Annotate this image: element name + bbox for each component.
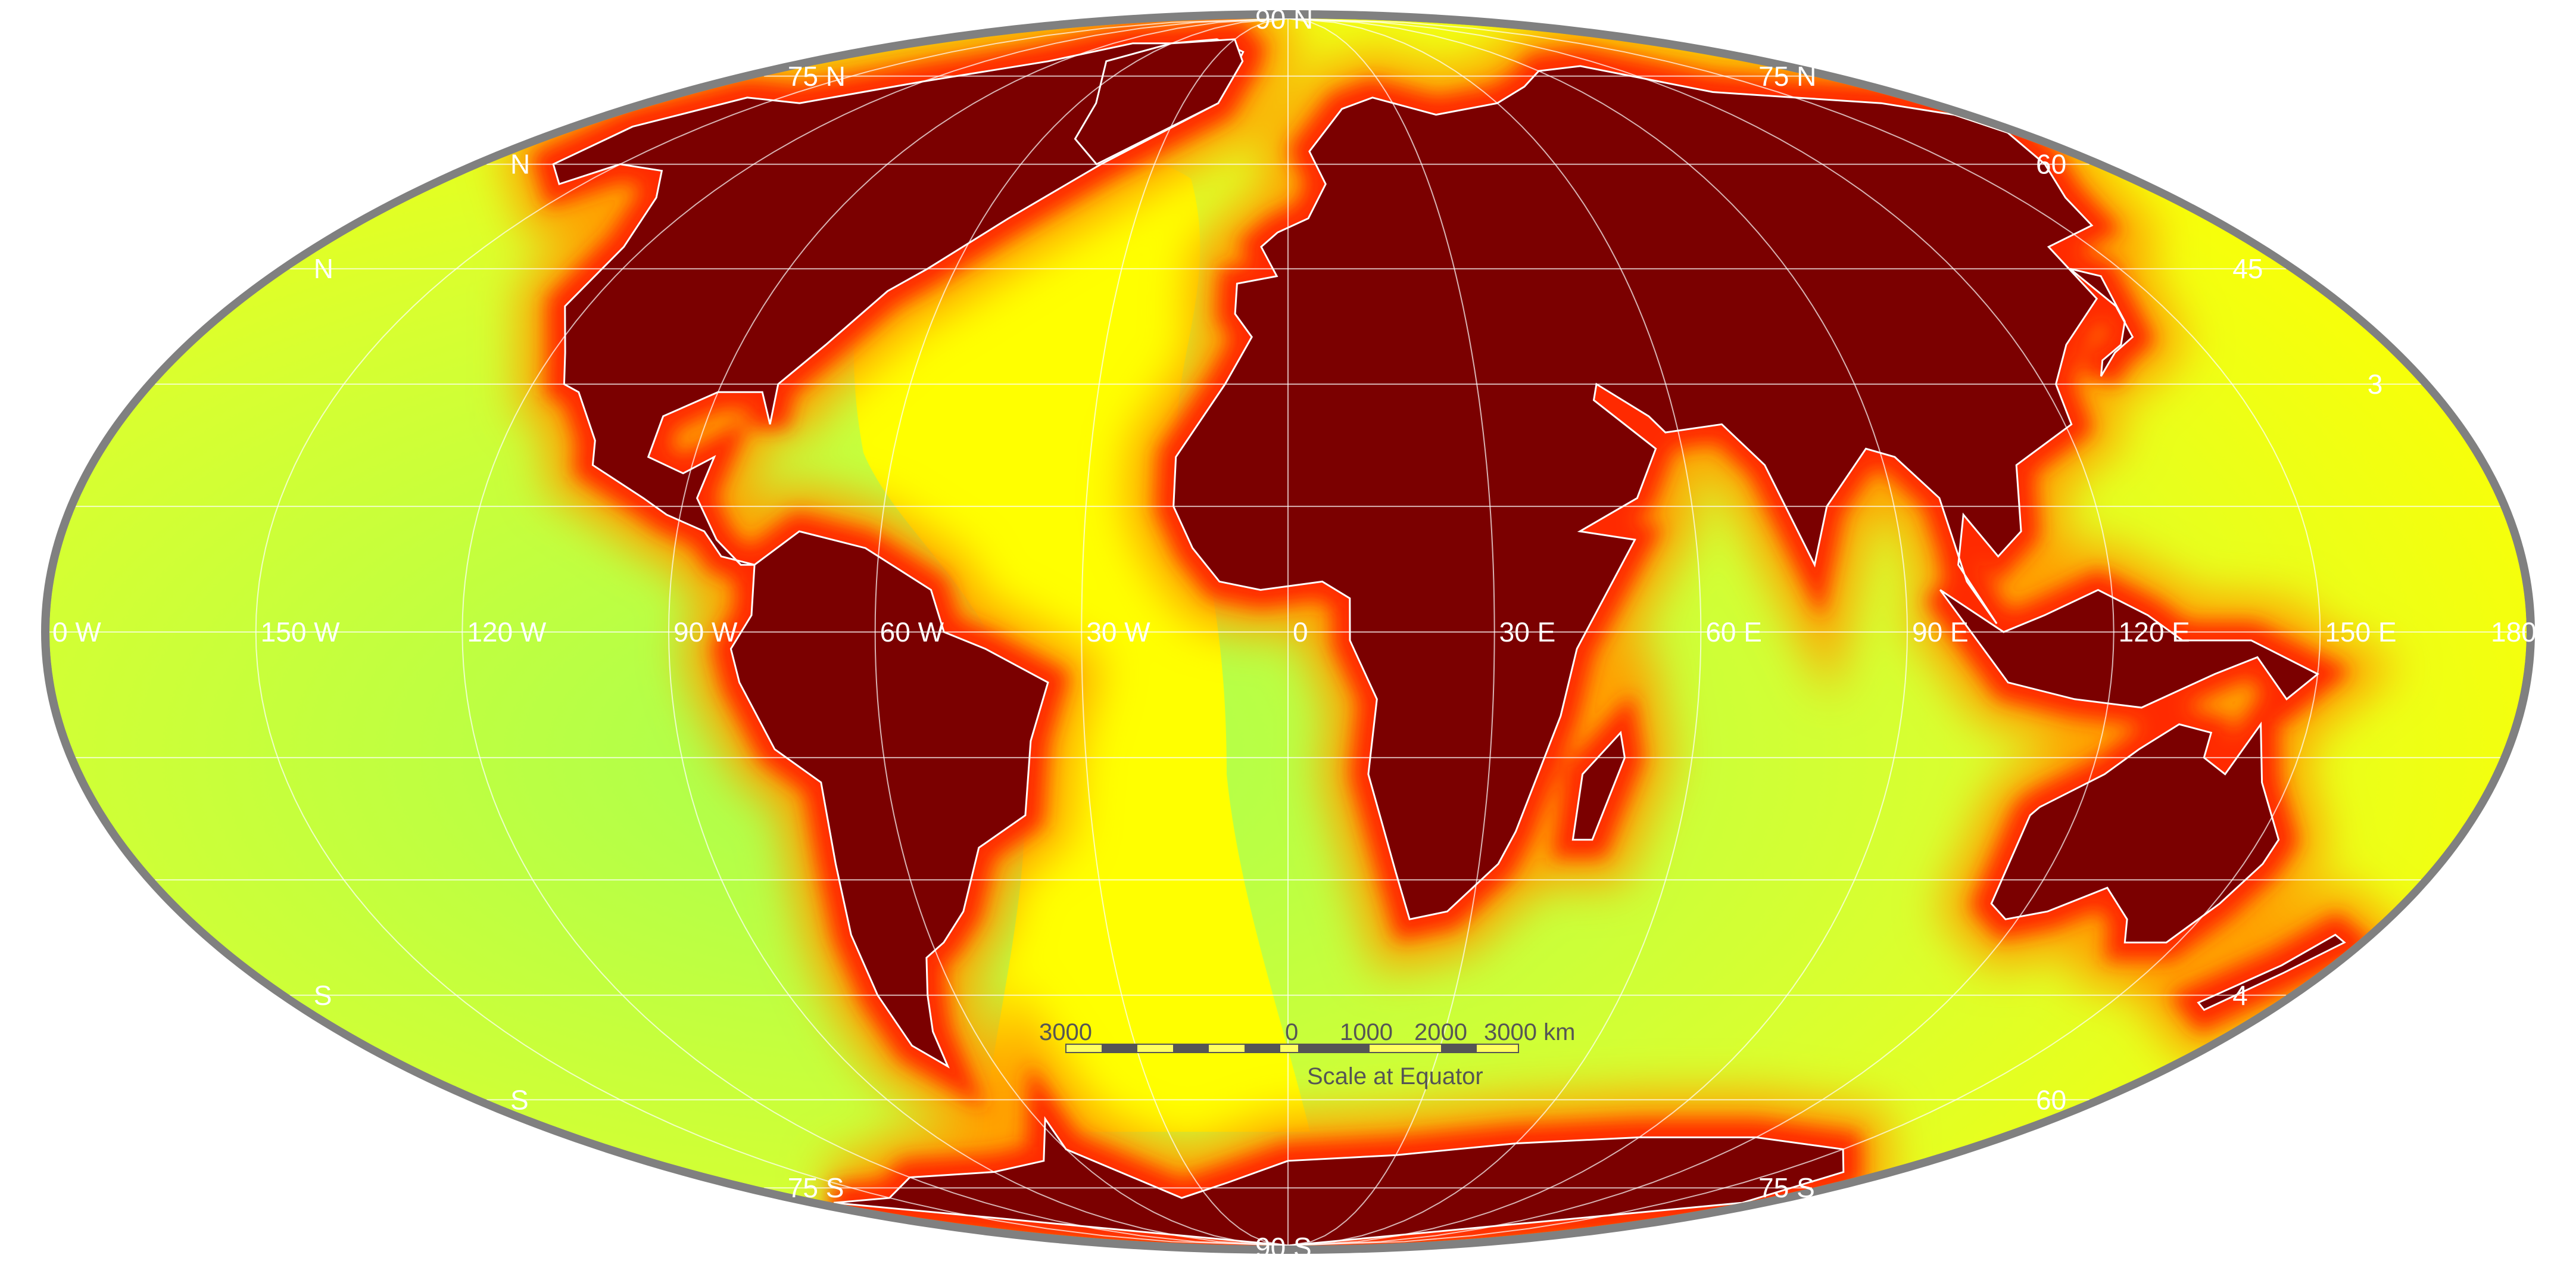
map-body — [49, 18, 2527, 1246]
meridian-line — [874, 18, 1289, 1246]
africa-eurasia-landmass — [1172, 65, 2098, 921]
land-layer — [552, 38, 2346, 1246]
longitude-label: 150 E — [2325, 617, 2396, 647]
scale-zero-label: 0 — [1285, 1019, 1298, 1045]
meridian-line — [1287, 18, 1702, 1246]
scale-tick-2000: 2000 — [1414, 1019, 1467, 1045]
meridian-line — [1287, 18, 1495, 1246]
latitude-label: S — [510, 1084, 529, 1115]
longitude-label: 0 W — [52, 617, 101, 647]
latitude-label: S — [314, 980, 332, 1011]
longitude-labels: 0 W 150 W 120 W 90 W 60 W 30 W 0 30 E 60 E 90 E 12… — [52, 617, 2537, 647]
latitude-label: 90 S — [1255, 1232, 1312, 1263]
latitude-label: 4 — [2232, 980, 2248, 1011]
latitude-label: 60 — [2036, 1084, 2066, 1115]
latitude-label: N — [510, 149, 530, 180]
new-zealand-landmass — [2197, 933, 2346, 1011]
longitude-label: 60 E — [1705, 617, 1762, 647]
meridian-line — [255, 18, 1289, 1246]
australia-landmass — [1990, 721, 2280, 944]
scale-tick-3000: 3000 km — [1484, 1019, 1575, 1045]
meridian-line — [1081, 18, 1289, 1246]
longitude-label: 90 W — [673, 617, 738, 647]
longitude-label: 150 W — [261, 617, 341, 647]
latitude-label: 75 S — [788, 1172, 844, 1203]
longitude-label: 0 — [1293, 617, 1308, 647]
longitude-label: 120 W — [467, 617, 547, 647]
latitude-label: 3 — [2368, 369, 2383, 400]
japan-landmass — [2069, 267, 2134, 377]
greenland-north-landmass — [1074, 38, 1244, 166]
latitude-label: 75 N — [1758, 61, 1816, 92]
longitude-label: 90 E — [1912, 617, 1969, 647]
longitude-label: 30 E — [1499, 617, 1556, 647]
latitude-label: 75 N — [788, 61, 846, 92]
south-america-landmass — [729, 530, 1049, 1069]
graticule — [49, 18, 2527, 1246]
scale-tick-1000: 1000 — [1340, 1019, 1393, 1045]
longitude-label: 60 W — [880, 617, 944, 647]
meridian-line — [1287, 18, 2321, 1246]
longitude-label: 120 E — [2119, 617, 2190, 647]
scale-left-label: 3000 — [1039, 1019, 1092, 1045]
latitude-label: 90 N — [1255, 4, 1313, 35]
latitude-label: 60 — [2036, 149, 2066, 180]
latitude-label: N — [314, 253, 333, 284]
scale-bar: 3000 0 1000 2000 3000 km Scale at Equato… — [1039, 1019, 1575, 1089]
latitude-label: 45 — [2232, 253, 2263, 284]
scale-caption: Scale at Equator — [1307, 1063, 1483, 1089]
longitude-label: 30 W — [1086, 617, 1150, 647]
meridian-line — [461, 18, 1289, 1246]
longitude-label: 180 — [2491, 617, 2537, 647]
meridian-line — [1287, 18, 1908, 1246]
madagascar-landmass — [1571, 730, 1626, 841]
latitude-labels: 90 N 75 N 75 N N 60 N 45 3 S 4 S 60 75 S 75 S 90 S — [314, 4, 2383, 1263]
latitude-label: 75 S — [1758, 1172, 1815, 1203]
meridian-line — [1287, 18, 2115, 1246]
meridian-line — [668, 18, 1289, 1246]
